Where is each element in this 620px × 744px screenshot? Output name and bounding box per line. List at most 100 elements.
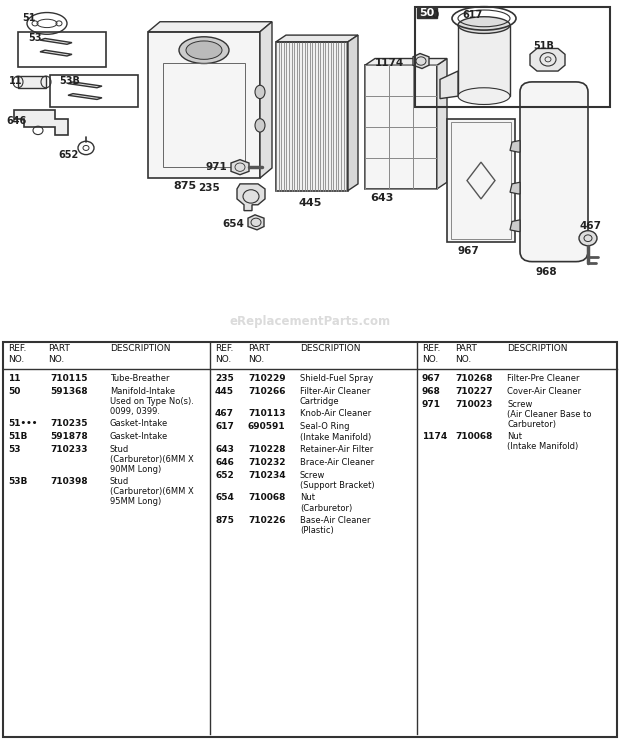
Text: 53B: 53B <box>59 76 80 86</box>
Bar <box>18 32 106 67</box>
Text: 51•••: 51••• <box>8 419 37 428</box>
Text: 50: 50 <box>424 10 439 20</box>
Polygon shape <box>437 59 447 189</box>
Bar <box>50 75 138 107</box>
Text: 617: 617 <box>462 10 482 20</box>
Text: 643: 643 <box>370 193 393 203</box>
Text: NO.: NO. <box>215 355 231 364</box>
Text: NO.: NO. <box>8 355 24 364</box>
Text: DESCRIPTION: DESCRIPTION <box>300 344 360 353</box>
Text: 710268: 710268 <box>455 373 492 382</box>
Text: Nut
(Intake Manifold): Nut (Intake Manifold) <box>507 432 578 451</box>
Text: Tube-Breather: Tube-Breather <box>110 373 169 382</box>
Text: 710023: 710023 <box>455 400 492 408</box>
Text: Filter-Pre Cleaner: Filter-Pre Cleaner <box>507 373 580 382</box>
Text: 235: 235 <box>198 183 219 193</box>
Text: 1174: 1174 <box>422 432 447 440</box>
Text: 467: 467 <box>215 409 234 418</box>
Text: Filter-Air Cleaner
Cartridge: Filter-Air Cleaner Cartridge <box>300 387 370 406</box>
Ellipse shape <box>255 119 265 132</box>
Text: 875: 875 <box>174 181 197 190</box>
Ellipse shape <box>458 16 510 33</box>
Polygon shape <box>148 22 272 32</box>
Text: 53B: 53B <box>8 477 27 486</box>
Ellipse shape <box>579 231 597 246</box>
Text: 53: 53 <box>28 33 42 42</box>
Text: 654: 654 <box>222 219 244 229</box>
Text: 654: 654 <box>215 493 234 502</box>
Text: Stud
(Carburetor)(6MM X
95MM Long): Stud (Carburetor)(6MM X 95MM Long) <box>110 477 193 507</box>
Text: 652: 652 <box>58 150 78 160</box>
Text: 968: 968 <box>535 266 557 277</box>
Text: NO.: NO. <box>248 355 264 364</box>
Text: Shield-Fuel Spray: Shield-Fuel Spray <box>300 373 373 382</box>
Text: NO.: NO. <box>455 355 471 364</box>
Bar <box>163 62 245 167</box>
Text: 11: 11 <box>8 373 20 382</box>
Text: 710068: 710068 <box>248 493 285 502</box>
Text: Base-Air Cleaner
(Plastic): Base-Air Cleaner (Plastic) <box>300 516 371 535</box>
Ellipse shape <box>186 41 222 60</box>
Polygon shape <box>260 22 272 178</box>
Polygon shape <box>237 184 265 211</box>
Text: 235: 235 <box>215 373 234 382</box>
Text: Knob-Air Cleaner: Knob-Air Cleaner <box>300 409 371 418</box>
Text: eReplacementParts.com: eReplacementParts.com <box>229 315 391 328</box>
Text: 652: 652 <box>215 471 234 480</box>
Text: 467: 467 <box>580 221 602 231</box>
Text: 50: 50 <box>419 8 435 19</box>
Bar <box>365 65 437 189</box>
Bar <box>148 32 260 178</box>
Ellipse shape <box>255 86 265 99</box>
Polygon shape <box>231 160 249 175</box>
Text: 1174: 1174 <box>375 58 404 68</box>
Polygon shape <box>530 48 565 71</box>
Text: 646: 646 <box>6 116 26 126</box>
Text: 710266: 710266 <box>248 387 285 396</box>
Text: 11: 11 <box>9 76 22 86</box>
Text: Brace-Air Cleaner: Brace-Air Cleaner <box>300 458 374 466</box>
Text: PART: PART <box>48 344 70 353</box>
Polygon shape <box>248 215 264 230</box>
Polygon shape <box>365 59 447 65</box>
Text: Stud
(Carburetor)(6MM X
90MM Long): Stud (Carburetor)(6MM X 90MM Long) <box>110 445 193 475</box>
Text: 53: 53 <box>8 445 20 454</box>
Text: 690591: 690591 <box>248 422 286 431</box>
Text: 968: 968 <box>422 387 441 396</box>
Text: 710228: 710228 <box>248 445 285 454</box>
Ellipse shape <box>458 88 510 104</box>
Text: REF.: REF. <box>215 344 233 353</box>
Bar <box>415 7 610 107</box>
Text: 967: 967 <box>422 373 441 382</box>
Text: Screw
(Support Bracket): Screw (Support Bracket) <box>300 471 374 490</box>
Text: 710115: 710115 <box>50 373 87 382</box>
Text: Cover-Air Cleaner: Cover-Air Cleaner <box>507 387 581 396</box>
Polygon shape <box>68 82 102 88</box>
Bar <box>451 122 511 239</box>
Text: 875: 875 <box>215 516 234 525</box>
Text: 710234: 710234 <box>248 471 286 480</box>
Ellipse shape <box>179 36 229 63</box>
Text: 50: 50 <box>8 387 20 396</box>
Text: DESCRIPTION: DESCRIPTION <box>507 344 567 353</box>
Bar <box>18 76 46 88</box>
FancyBboxPatch shape <box>520 82 588 262</box>
Text: 643: 643 <box>215 445 234 454</box>
Text: 445: 445 <box>298 198 322 208</box>
Text: 971: 971 <box>205 162 227 172</box>
Text: 710227: 710227 <box>455 387 493 396</box>
Text: Gasket-Intake: Gasket-Intake <box>110 432 168 440</box>
Text: REF.: REF. <box>422 344 440 353</box>
Text: 710233: 710233 <box>50 445 87 454</box>
Text: PART: PART <box>455 344 477 353</box>
Bar <box>458 25 510 96</box>
Text: 710226: 710226 <box>248 516 285 525</box>
Text: 710232: 710232 <box>248 458 285 466</box>
Text: 591368: 591368 <box>50 387 87 396</box>
Text: REF.: REF. <box>8 344 27 353</box>
Text: 51B: 51B <box>8 432 27 440</box>
Text: 445: 445 <box>215 387 234 396</box>
Text: 617: 617 <box>215 422 234 431</box>
Polygon shape <box>510 219 520 231</box>
Text: Manifold-Intake
Used on Type No(s).
0099, 0399.: Manifold-Intake Used on Type No(s). 0099… <box>110 387 194 417</box>
